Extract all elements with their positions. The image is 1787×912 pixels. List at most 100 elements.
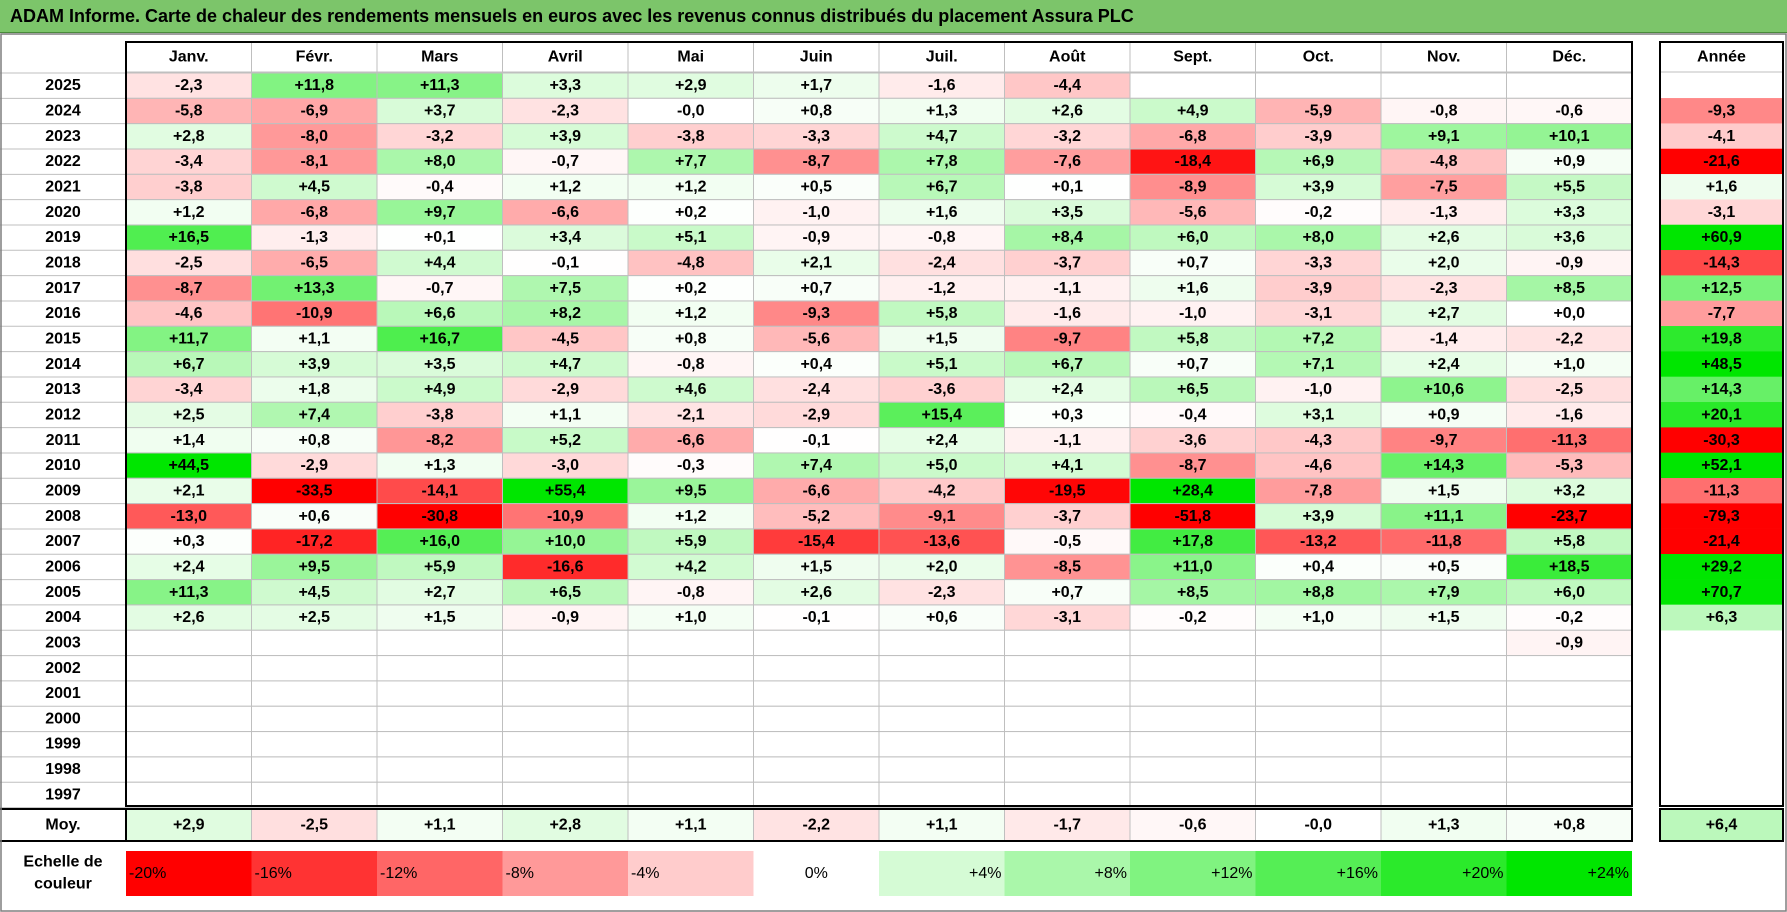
heatmap-cell: [878, 325, 1005, 353]
cell-value: -3,2: [426, 128, 454, 145]
cell-value: -1,6: [1555, 406, 1583, 423]
heatmap-cell: [502, 756, 629, 783]
cell-value: +1,5: [926, 330, 958, 347]
heatmap-cell: [1506, 300, 1633, 327]
heatmap-cell: [376, 553, 503, 581]
cell-value: +6,5: [1177, 381, 1209, 398]
cell-value: +0,1: [424, 229, 456, 246]
heatmap-cell: [502, 427, 629, 454]
year-total-value: -11,3: [1704, 482, 1740, 499]
cell-value: -8,7: [175, 280, 203, 297]
row-label: 2009: [45, 482, 81, 499]
heatmap-cell: [1129, 503, 1256, 530]
heatmap-cell: [1506, 427, 1633, 454]
heatmap-cell: [125, 705, 252, 733]
year-total-value: +52,1: [1701, 457, 1742, 474]
heatmap-cell: [1380, 123, 1507, 150]
heatmap-cell: [1129, 401, 1256, 429]
year-total-value: +20,1: [1701, 406, 1742, 423]
year-total-value: -4,1: [1708, 128, 1736, 145]
heatmap-cell: [1380, 477, 1507, 505]
heatmap-cell: [376, 705, 503, 733]
heatmap-cell: [1380, 199, 1507, 226]
cell-value: +1,2: [675, 508, 707, 525]
heatmap-cell: [1129, 123, 1256, 150]
scale-swatch: [377, 851, 503, 896]
heatmap-cell: [1255, 477, 1382, 505]
cell-value: +5,8: [1553, 533, 1585, 550]
heatmap-cell: [1129, 528, 1256, 555]
heatmap-cell: [125, 604, 252, 631]
average-cell: [753, 808, 880, 842]
cell-value: -7,8: [1304, 482, 1332, 499]
heatmap-cell: [1129, 680, 1256, 707]
cell-value: +2,6: [1051, 102, 1083, 119]
heatmap-cell: [1255, 731, 1382, 758]
cell-value: -8,7: [1179, 457, 1207, 474]
heatmap-cell: [878, 97, 1005, 125]
heatmap-cell: [1506, 325, 1633, 353]
cell-value: +4,9: [1177, 102, 1209, 119]
heatmap-cell: [878, 503, 1005, 530]
scale-step-label: +4%: [969, 865, 1001, 882]
heatmap-cell: [1129, 224, 1256, 251]
average-value: +1,1: [675, 817, 707, 834]
heatmap-cell: [1129, 300, 1256, 327]
cell-value: -3,9: [1304, 128, 1332, 145]
cell-value: -1,0: [1179, 305, 1207, 322]
cell-value: +1,8: [298, 381, 330, 398]
cell-value: +8,5: [1553, 280, 1585, 297]
cell-value: +11,0: [1173, 558, 1213, 575]
heatmap-cell: [753, 756, 880, 783]
heatmap-cell: [1255, 629, 1382, 657]
year-total-value: +19,8: [1701, 330, 1742, 347]
cell-value: +2,1: [173, 482, 205, 499]
year-total-value: -21,6: [1703, 153, 1740, 170]
cell-value: +11,1: [1424, 508, 1464, 525]
row-label: 2021: [45, 178, 81, 195]
heatmap-cell: [627, 148, 754, 175]
cell-value: +1,7: [800, 77, 832, 94]
year-frame: [1659, 41, 1784, 807]
year-total-value: +12,5: [1701, 280, 1742, 297]
heatmap-cell: [502, 452, 629, 479]
cell-value: -0,1: [551, 254, 579, 271]
heatmap-cell: [753, 351, 880, 378]
scale-swatch: [251, 851, 377, 896]
cell-value: +16,5: [169, 229, 210, 246]
heatmap-cell: [1380, 325, 1507, 353]
row-label: 2020: [45, 204, 81, 221]
heatmap-cell: [125, 300, 252, 327]
heatmap-cell: [376, 477, 503, 505]
cell-value: -3,3: [1304, 254, 1332, 271]
cell-value: +1,5: [1428, 609, 1460, 626]
scale-step-label: 0%: [805, 865, 828, 882]
heatmap-cell: [251, 224, 378, 251]
column-header-cell: [878, 41, 1005, 73]
heatmap-cell: [502, 97, 629, 125]
cell-value: +0,3: [1051, 406, 1083, 423]
cell-value: -0,9: [551, 609, 579, 626]
outer-frame: [0, 33, 1787, 912]
heatmap-cell: [1255, 655, 1382, 682]
cell-value: +1,2: [675, 305, 707, 322]
heatmap-cell: [753, 376, 880, 403]
scale-step-label: -4%: [631, 865, 659, 882]
heatmap-cell: [1380, 731, 1507, 758]
cell-value: -6,9: [300, 102, 328, 119]
cell-value: +17,8: [1173, 533, 1214, 550]
heatmap-cell: [1255, 249, 1382, 277]
cell-value: +0,9: [1428, 406, 1460, 423]
heatmap-cell: [251, 275, 378, 302]
year-total-value: +29,2: [1701, 558, 1742, 575]
average-value: +1,1: [926, 817, 958, 834]
heatmap-cell: [1004, 553, 1131, 581]
heatmap-cell: [251, 781, 378, 809]
scale-step-label: -8%: [506, 865, 534, 882]
scale-swatch: [628, 851, 754, 896]
cell-value: -7,5: [1430, 178, 1458, 195]
cell-value: -9,7: [1053, 330, 1081, 347]
cell-value: -0,4: [1179, 406, 1207, 423]
heatmap-cell: [753, 604, 880, 631]
heatmap-cell: [1506, 528, 1633, 555]
